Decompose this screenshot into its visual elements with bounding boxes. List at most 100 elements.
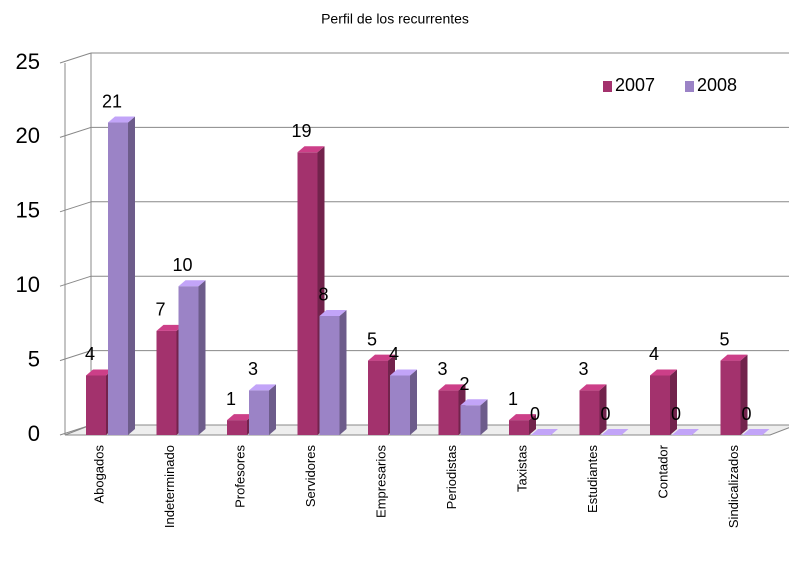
value-label: 7: [155, 300, 165, 320]
legend-label: 2008: [697, 75, 737, 95]
bar-top: [720, 354, 748, 361]
chart-title: Perfil de los recurrentes: [321, 11, 469, 27]
bar-side: [339, 309, 347, 435]
bar-front: [156, 330, 177, 435]
bar-top: [178, 280, 206, 287]
bar-top: [249, 384, 276, 391]
x-tick-label: Periodistas: [444, 445, 459, 510]
bar-front: [178, 286, 199, 435]
value-label: 21: [102, 91, 122, 111]
bar-top: [650, 369, 677, 376]
value-label: 1: [226, 389, 236, 409]
y-tick-label: 15: [16, 198, 40, 223]
value-label: 19: [291, 121, 311, 141]
value-label: 3: [248, 359, 258, 379]
bar-front: [86, 375, 106, 435]
bar-front: [390, 375, 410, 435]
bar-top: [368, 354, 395, 361]
bar-front: [579, 390, 600, 435]
bar-side: [599, 384, 607, 435]
y-tick-label: 20: [16, 123, 40, 148]
bar: [297, 146, 325, 435]
bar: [319, 309, 347, 435]
bar: [601, 429, 629, 435]
bar-top: [509, 414, 536, 421]
bar: [650, 369, 677, 435]
value-label: 4: [85, 344, 95, 364]
bar-top: [579, 384, 607, 391]
bar-side: [269, 384, 276, 435]
value-label: 0: [671, 404, 681, 424]
value-label: 5: [719, 329, 729, 349]
value-label: 0: [741, 404, 751, 424]
bar-top: [438, 384, 466, 391]
value-label: 3: [578, 359, 588, 379]
bar: [249, 384, 276, 435]
value-label: 4: [649, 344, 659, 364]
bar-front: [460, 405, 481, 435]
bar-front: [297, 152, 318, 435]
bar: [672, 429, 699, 435]
bar-side: [529, 414, 536, 435]
bar: [579, 384, 607, 435]
bar: [390, 369, 417, 435]
value-label: 10: [172, 255, 192, 275]
bar-top: [460, 399, 488, 406]
bar: [720, 354, 748, 435]
value-label: 3: [437, 359, 447, 379]
bar-front: [438, 390, 459, 435]
bar: [178, 280, 206, 435]
bar-front: [249, 390, 269, 435]
bar: [531, 429, 558, 435]
bar-front: [720, 360, 741, 435]
value-label: 0: [600, 404, 610, 424]
bar-top: [672, 429, 699, 435]
legend-label: 2007: [615, 75, 655, 95]
bar-top: [156, 324, 184, 331]
bar: [509, 414, 536, 435]
bar: [742, 429, 770, 435]
x-tick-label: Taxistas: [515, 445, 530, 492]
bar-side: [670, 369, 677, 435]
bar-top: [86, 369, 113, 376]
legend-swatch: [685, 81, 694, 92]
value-label: 2: [459, 374, 469, 394]
bar-top: [531, 429, 558, 435]
y-tick-label: 10: [16, 272, 40, 297]
x-tick-label: Servidores: [303, 445, 318, 508]
x-tick-label: Empresarios: [374, 445, 389, 518]
y-tick-label: 0: [28, 421, 40, 446]
bar-front: [319, 315, 340, 435]
x-tick-label: Profesores: [233, 445, 248, 508]
value-label: 0: [530, 404, 540, 424]
bar-front: [108, 122, 128, 436]
bar-side: [740, 354, 748, 435]
legend-swatch: [603, 81, 612, 92]
bar-top: [319, 309, 347, 316]
bar-side: [198, 280, 206, 435]
x-tick-label: Estudiantes: [585, 445, 600, 513]
bar-top: [390, 369, 417, 376]
value-label: 1: [508, 389, 518, 409]
value-label: 5: [367, 329, 377, 349]
bar-top: [227, 414, 254, 421]
grid-line: [59, 52, 92, 64]
bar-front: [227, 420, 247, 435]
x-tick-label: Sindicalizados: [726, 445, 741, 529]
bar: [108, 116, 135, 436]
value-label: 8: [318, 285, 328, 305]
bar-side: [410, 369, 417, 435]
bar-side: [128, 116, 135, 436]
y-tick-label: 25: [16, 49, 40, 74]
x-tick-label: Indeterminado: [162, 445, 177, 528]
value-label: 4: [389, 344, 399, 364]
bar-front: [650, 375, 670, 435]
bar-front: [368, 360, 388, 435]
bar: [460, 399, 488, 435]
bar-top: [601, 429, 629, 435]
bar-top: [297, 146, 325, 153]
bar-front: [509, 420, 529, 435]
bar-side: [480, 399, 488, 435]
bar-top: [108, 116, 135, 123]
